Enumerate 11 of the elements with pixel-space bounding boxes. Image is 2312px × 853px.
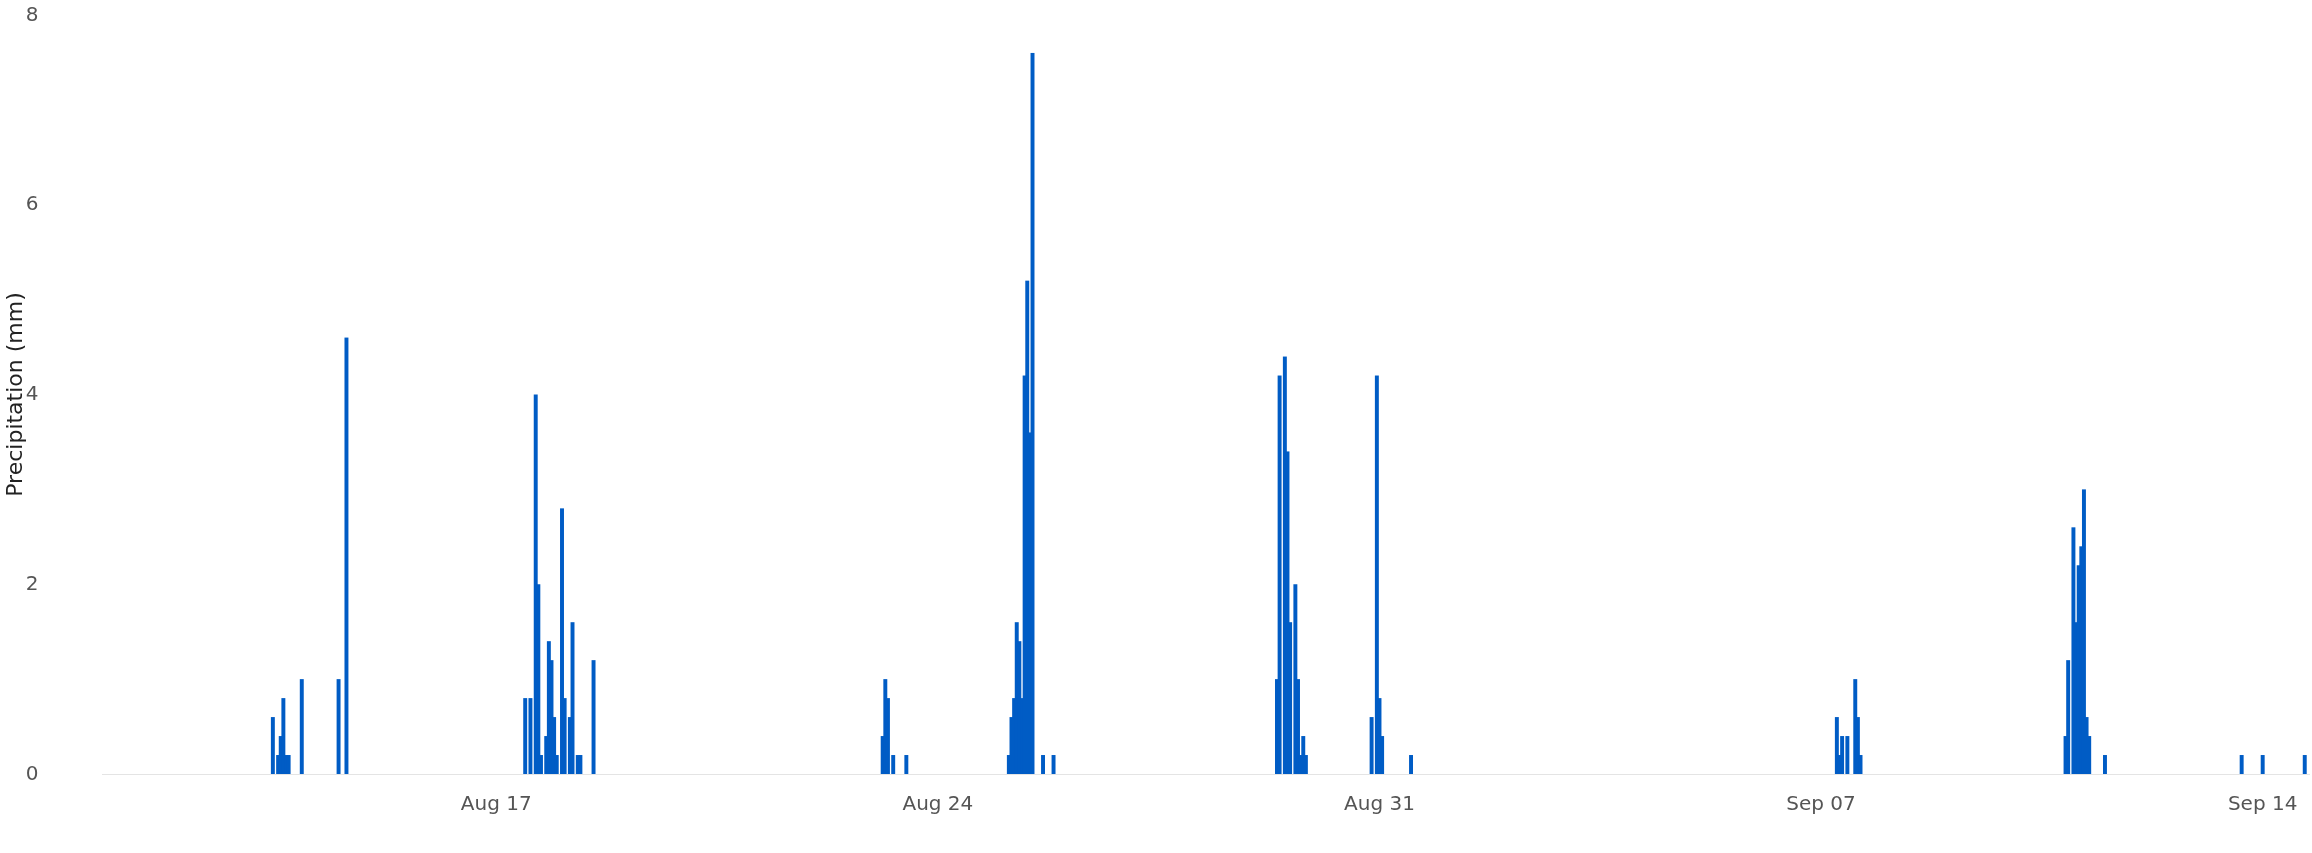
- y-axis-title: Precipitation (mm): [2, 292, 27, 497]
- y-tick-label: 6: [25, 191, 39, 216]
- x-tick-label: Aug 17: [460, 791, 532, 815]
- x-tick-label: Aug 31: [1344, 791, 1415, 815]
- x-tick-label: Sep 14: [2227, 791, 2298, 815]
- y-tick-label: 0: [25, 760, 39, 785]
- x-tick-label: Aug 24: [902, 791, 974, 815]
- y-tick-label: 8: [25, 1, 39, 26]
- x-tick-label: Sep 07: [1786, 791, 1856, 815]
- y-tick-label: 2: [25, 570, 39, 595]
- y-tick-label: 4: [25, 381, 39, 405]
